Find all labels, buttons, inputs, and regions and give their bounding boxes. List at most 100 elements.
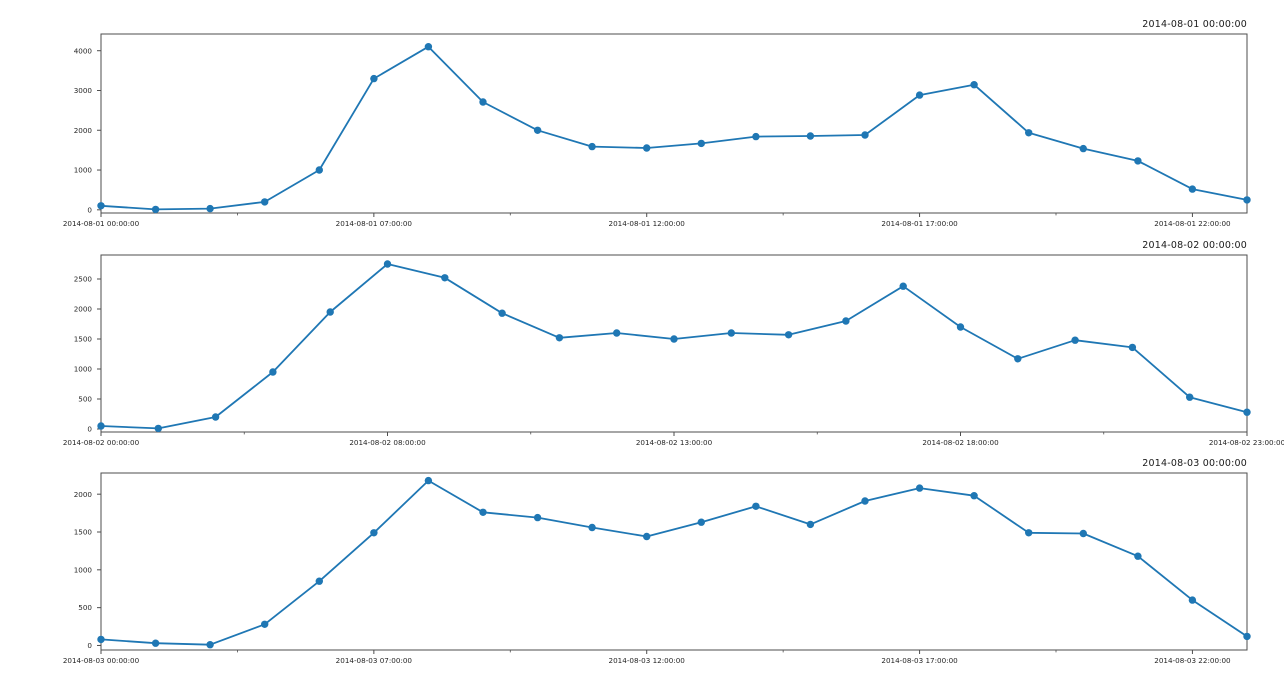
data-point-marker	[697, 518, 705, 526]
data-point-marker	[370, 74, 378, 83]
data-point-marker	[206, 204, 214, 213]
data-point-marker	[211, 413, 220, 421]
data-point-marker	[261, 620, 269, 628]
x-tick-label: 2014-08-03 22:00:00	[1154, 656, 1231, 665]
data-point-marker	[533, 126, 542, 134]
data-point-marker	[97, 202, 105, 210]
data-point-marker	[956, 323, 965, 331]
y-tick-label: 2000	[74, 490, 93, 499]
y-tick-label: 4000	[74, 46, 93, 55]
data-point-marker	[498, 309, 506, 317]
data-point-marker	[752, 502, 760, 510]
subplot-3-title: 2014-08-03 00:00:00	[1142, 458, 1247, 469]
x-tick-label: 2014-08-01 07:00:00	[336, 219, 413, 228]
x-tick-label: 2014-08-02 00:00:00	[63, 438, 140, 447]
x-tick-label: 2014-08-03 17:00:00	[881, 656, 958, 665]
y-tick-label: 1000	[74, 365, 93, 374]
y-tick-label: 1000	[74, 565, 93, 574]
line-series	[100, 263, 1248, 430]
data-point-marker	[861, 497, 869, 505]
y-tick-label: 1500	[74, 528, 93, 537]
data-point-marker	[151, 205, 160, 214]
line-series	[100, 479, 1248, 646]
x-tick-label: 2014-08-02 13:00:00	[636, 438, 713, 447]
plot-area-subplot-3	[100, 472, 1248, 651]
data-point-marker	[588, 523, 596, 532]
y-tick-label: 3000	[74, 86, 93, 95]
data-point-marker	[555, 334, 564, 342]
y-tick-label: 2500	[74, 275, 93, 284]
data-point-marker	[1128, 343, 1137, 352]
data-point-marker	[315, 166, 323, 174]
data-point-marker	[915, 484, 924, 492]
x-tick-label: 2014-08-02 08:00:00	[349, 438, 426, 447]
line-series	[100, 45, 1248, 211]
data-point-marker	[727, 329, 735, 337]
data-point-marker	[533, 513, 542, 522]
y-tick-label: 500	[78, 395, 92, 404]
data-point-marker	[1186, 393, 1194, 401]
data-point-marker	[1188, 596, 1197, 604]
data-point-marker	[441, 274, 449, 282]
data-point-marker	[915, 91, 924, 99]
data-point-marker	[206, 641, 214, 649]
y-tick-label: 2000	[74, 126, 93, 135]
data-point-marker	[670, 335, 678, 343]
data-point-marker	[588, 142, 596, 151]
data-point-marker	[1134, 157, 1142, 165]
data-point-marker	[752, 132, 760, 141]
data-point-marker	[261, 198, 269, 206]
y-tick-label: 1500	[74, 335, 93, 344]
data-point-marker	[479, 508, 487, 516]
data-point-marker	[151, 639, 160, 647]
data-point-marker	[842, 317, 850, 325]
data-point-marker	[970, 81, 978, 89]
y-tick-label: 0	[87, 425, 92, 434]
x-tick-label: 2014-08-03 12:00:00	[609, 656, 686, 665]
data-point-marker	[315, 577, 323, 585]
x-tick-label: 2014-08-01 17:00:00	[881, 219, 958, 228]
data-point-marker	[269, 368, 277, 376]
data-point-marker	[643, 532, 651, 541]
data-point-marker	[784, 331, 793, 339]
data-point-marker	[613, 329, 621, 337]
plot-area-subplot-1	[100, 33, 1248, 214]
data-point-marker	[97, 422, 105, 430]
data-point-marker	[1071, 336, 1079, 344]
data-point-marker	[97, 635, 105, 644]
x-tick-label: 2014-08-02 23:00:00	[1209, 438, 1284, 447]
data-point-marker	[697, 139, 705, 148]
data-point-marker	[424, 476, 433, 485]
data-point-marker	[1243, 408, 1251, 416]
data-point-marker	[806, 132, 815, 140]
data-point-marker	[370, 529, 378, 537]
data-point-marker	[1243, 196, 1251, 204]
subplot-1-title: 2014-08-01 00:00:00	[1142, 19, 1247, 30]
x-tick-label: 2014-08-03 00:00:00	[63, 656, 140, 665]
data-point-marker	[1134, 552, 1142, 560]
y-tick-label: 500	[78, 603, 92, 612]
y-tick-label: 0	[87, 641, 92, 650]
data-point-marker	[1025, 529, 1033, 537]
data-point-marker	[383, 260, 392, 268]
x-tick-label: 2014-08-01 22:00:00	[1154, 219, 1231, 228]
data-point-marker	[643, 144, 651, 152]
data-point-marker	[1188, 185, 1197, 193]
data-point-marker	[1079, 144, 1088, 153]
subplot-2-title: 2014-08-02 00:00:00	[1142, 240, 1247, 251]
data-point-marker	[970, 492, 978, 500]
y-tick-label: 1000	[74, 166, 93, 175]
x-tick-label: 2014-08-01 12:00:00	[609, 219, 686, 228]
data-point-marker	[861, 131, 869, 139]
data-point-marker	[899, 282, 907, 290]
data-point-marker	[1079, 529, 1088, 538]
data-point-marker	[1014, 355, 1022, 363]
data-point-marker	[806, 520, 815, 529]
data-point-marker	[1025, 129, 1033, 137]
x-tick-label: 2014-08-02 18:00:00	[922, 438, 999, 447]
data-point-marker	[1243, 632, 1251, 641]
x-tick-label: 2014-08-01 00:00:00	[63, 219, 140, 228]
y-tick-label: 2000	[74, 305, 93, 314]
